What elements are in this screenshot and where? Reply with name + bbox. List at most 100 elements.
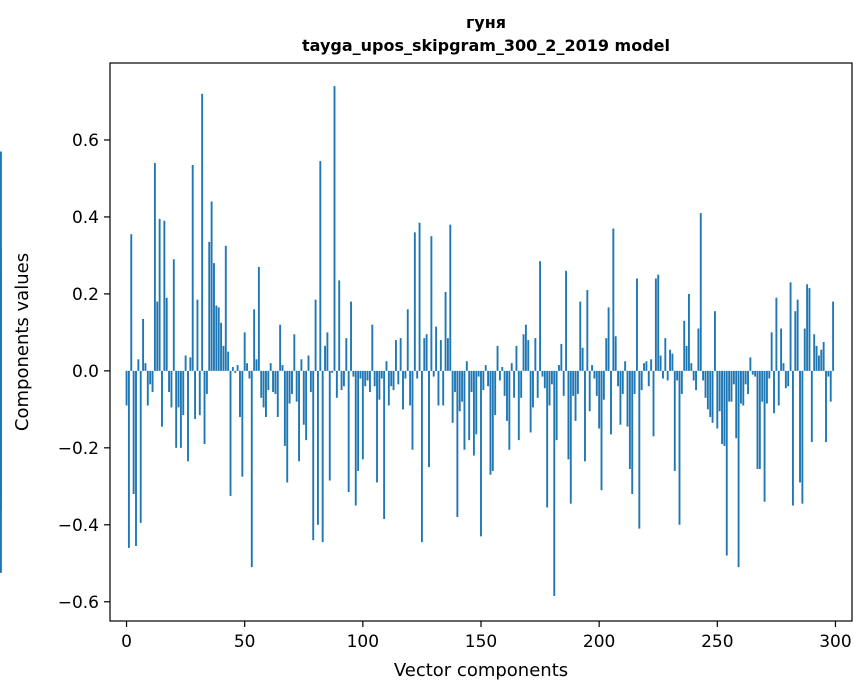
bars-group [0,86,835,596]
bar [614,336,617,371]
bar [742,370,745,406]
bar [569,370,572,504]
bar [439,340,442,371]
bar [709,370,712,418]
bar [737,370,740,568]
bar [586,290,589,371]
bar [829,370,832,402]
bar [326,332,329,371]
bar [366,370,369,381]
bar [350,301,352,371]
bar [172,259,175,371]
bar [250,370,253,568]
bar [626,370,629,427]
bar [194,370,197,419]
bar [149,370,152,385]
bar [239,370,241,418]
bar [248,370,251,379]
bar [161,370,163,427]
bar [428,370,430,468]
bar [598,370,601,429]
bar [593,370,596,379]
bar [309,370,312,393]
bar [728,370,731,402]
bar [508,370,511,450]
bar [699,213,702,371]
bar [286,370,289,483]
y-tick-label: −0.2 [58,439,99,459]
bar [444,291,447,371]
bar [784,370,787,389]
bar [794,311,797,371]
bar [137,359,140,371]
bar [678,370,681,525]
bar [392,370,395,391]
bar [0,247,2,371]
bar [127,370,130,548]
bar [125,370,128,406]
bar [565,270,568,371]
bar [291,370,293,394]
bar [756,370,759,469]
bar [130,234,133,371]
bar [524,324,527,371]
bar [191,164,194,371]
bar [574,370,577,421]
bar [331,370,334,373]
bar [702,370,705,381]
bar [328,370,331,481]
bar [151,370,154,393]
bar [676,370,679,381]
bar [224,245,227,371]
bar [298,370,300,462]
bar [640,370,643,391]
bar [442,370,445,406]
bar [269,363,272,371]
bar [347,370,350,493]
bar [340,370,343,391]
bar [808,288,811,371]
bar [522,334,525,371]
y-tick-label: 0.4 [72,208,99,228]
bar [480,370,482,537]
bar [671,353,674,371]
bar [775,297,778,371]
bar [213,263,215,371]
bar [335,370,338,398]
bar [420,370,423,543]
bar [822,342,825,371]
bar [203,370,206,444]
bar [539,261,542,371]
bar [506,370,508,421]
bar [484,365,487,371]
bar [744,370,747,385]
bar [704,370,707,398]
bar [588,370,591,412]
bar [409,370,412,406]
bar [789,282,792,371]
bar [135,370,137,546]
bar [324,345,326,371]
bar [820,349,823,371]
bar [595,370,598,396]
bar [288,370,291,404]
bar [534,338,537,371]
bar [659,355,662,371]
bar [768,370,771,379]
bar [229,370,232,496]
bar [255,359,258,371]
bar [732,370,735,385]
bar [378,370,381,400]
bar [465,361,468,371]
bar [482,370,485,391]
bar [567,370,570,460]
bar [560,343,563,371]
bar [437,370,440,406]
plot-frame [109,62,853,622]
bar [153,163,156,371]
bar [796,299,799,371]
bar [406,309,409,371]
bar [456,370,459,518]
bar [803,328,806,371]
bar [371,324,374,371]
